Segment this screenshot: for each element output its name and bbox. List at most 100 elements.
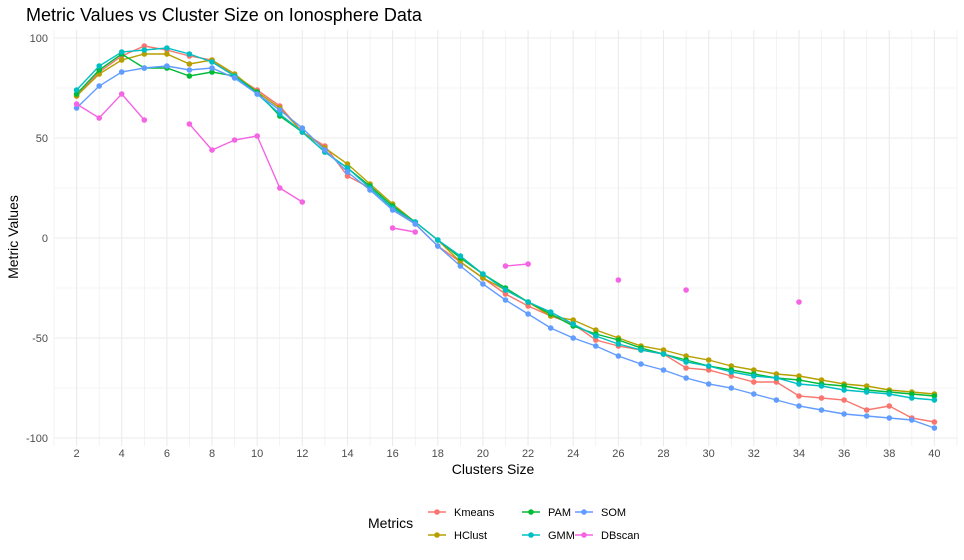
data-point bbox=[615, 341, 622, 347]
x-tick-label: 18 bbox=[432, 448, 444, 460]
data-point bbox=[660, 351, 667, 357]
x-tick-label: 20 bbox=[477, 448, 489, 460]
data-point bbox=[141, 65, 148, 71]
data-point bbox=[457, 263, 464, 269]
data-point bbox=[164, 45, 170, 51]
data-point bbox=[818, 395, 825, 401]
legend-label: DBscan bbox=[601, 530, 640, 542]
data-point bbox=[186, 51, 193, 57]
legend-key-point bbox=[434, 532, 440, 538]
data-point bbox=[593, 327, 599, 333]
data-point bbox=[593, 337, 599, 343]
data-point bbox=[502, 291, 509, 297]
data-point bbox=[863, 383, 870, 389]
data-point bbox=[841, 411, 847, 417]
legend-item-hclust: HClust bbox=[428, 530, 487, 542]
data-point bbox=[751, 373, 757, 379]
data-point bbox=[593, 333, 599, 339]
data-point bbox=[931, 393, 938, 399]
data-point bbox=[773, 397, 780, 403]
data-point bbox=[796, 377, 802, 383]
data-point bbox=[683, 365, 689, 371]
y-tick-label: 100 bbox=[30, 33, 48, 45]
data-point bbox=[389, 207, 396, 213]
legend-label: HClust bbox=[454, 530, 487, 542]
data-point bbox=[751, 379, 757, 385]
data-point bbox=[841, 387, 847, 393]
data-point bbox=[931, 425, 938, 431]
data-point bbox=[796, 393, 802, 399]
x-tick-label: 16 bbox=[387, 448, 399, 460]
data-point bbox=[209, 59, 215, 65]
data-point bbox=[344, 165, 351, 171]
data-point bbox=[118, 91, 125, 97]
legend-item-pam: PAM bbox=[522, 507, 571, 519]
series-line bbox=[392, 227, 416, 233]
data-point bbox=[164, 51, 170, 57]
x-tick-label: 32 bbox=[748, 448, 760, 460]
data-point bbox=[547, 309, 554, 315]
data-point bbox=[818, 407, 825, 413]
legend-item-kmeans: Kmeans bbox=[428, 507, 495, 519]
data-point bbox=[96, 71, 102, 77]
x-tick-label: 4 bbox=[119, 448, 125, 460]
grid bbox=[53, 30, 958, 446]
x-tick-label: 34 bbox=[793, 448, 805, 460]
data-point bbox=[773, 371, 780, 377]
data-point bbox=[570, 335, 576, 341]
data-point bbox=[728, 363, 735, 369]
data-point bbox=[73, 91, 80, 97]
x-axis-title: Clusters Size bbox=[452, 461, 535, 477]
data-point bbox=[96, 83, 102, 89]
data-point bbox=[231, 75, 238, 81]
data-point bbox=[457, 253, 464, 259]
data-point bbox=[164, 63, 170, 69]
data-point bbox=[525, 299, 531, 305]
data-point bbox=[751, 367, 757, 373]
data-point bbox=[344, 169, 351, 175]
data-point bbox=[525, 303, 531, 309]
data-point bbox=[209, 147, 215, 153]
series-line bbox=[188, 123, 303, 203]
y-tick-label: 0 bbox=[42, 233, 48, 245]
data-point bbox=[705, 367, 712, 373]
data-point bbox=[683, 353, 689, 359]
data-point bbox=[480, 271, 486, 277]
data-point bbox=[796, 373, 802, 379]
data-point bbox=[570, 321, 576, 327]
data-point bbox=[841, 397, 847, 403]
data-point bbox=[480, 275, 486, 281]
x-tick-label: 26 bbox=[612, 448, 624, 460]
data-point bbox=[254, 133, 260, 139]
x-tick-label: 36 bbox=[838, 448, 850, 460]
y-tick-label: 50 bbox=[36, 133, 48, 145]
x-tick-label: 38 bbox=[883, 448, 895, 460]
series-line bbox=[505, 263, 529, 267]
data-point bbox=[96, 63, 102, 69]
legend-key-point bbox=[581, 509, 587, 515]
data-point bbox=[728, 385, 735, 391]
data-point bbox=[502, 287, 509, 293]
data-point bbox=[683, 359, 689, 365]
data-point bbox=[638, 347, 644, 353]
x-tick-label: 30 bbox=[703, 448, 715, 460]
y-tick-label: -100 bbox=[26, 433, 48, 445]
data-point bbox=[186, 121, 193, 127]
x-tick-label: 40 bbox=[928, 448, 940, 460]
data-point bbox=[818, 377, 825, 383]
x-axis-ticks: 2 4 6 8 10 12 14 16 18 20 22 24 26 28 30 32 34 36 38 40 bbox=[74, 448, 941, 460]
y-axis-ticks: 100 50 0 -50 -100 bbox=[26, 33, 48, 445]
legend-label: SOM bbox=[601, 507, 626, 519]
data-point bbox=[457, 259, 464, 265]
data-point bbox=[615, 337, 622, 343]
data-point bbox=[660, 347, 667, 353]
legend-item-gmm: GMM bbox=[522, 530, 575, 542]
data-point bbox=[209, 69, 215, 75]
x-tick-label: 10 bbox=[251, 448, 263, 460]
data-point bbox=[141, 43, 148, 49]
data-point bbox=[435, 237, 441, 243]
series-layer bbox=[73, 43, 938, 431]
series-line bbox=[76, 92, 145, 121]
x-tick-label: 12 bbox=[296, 448, 308, 460]
data-point bbox=[525, 311, 531, 317]
